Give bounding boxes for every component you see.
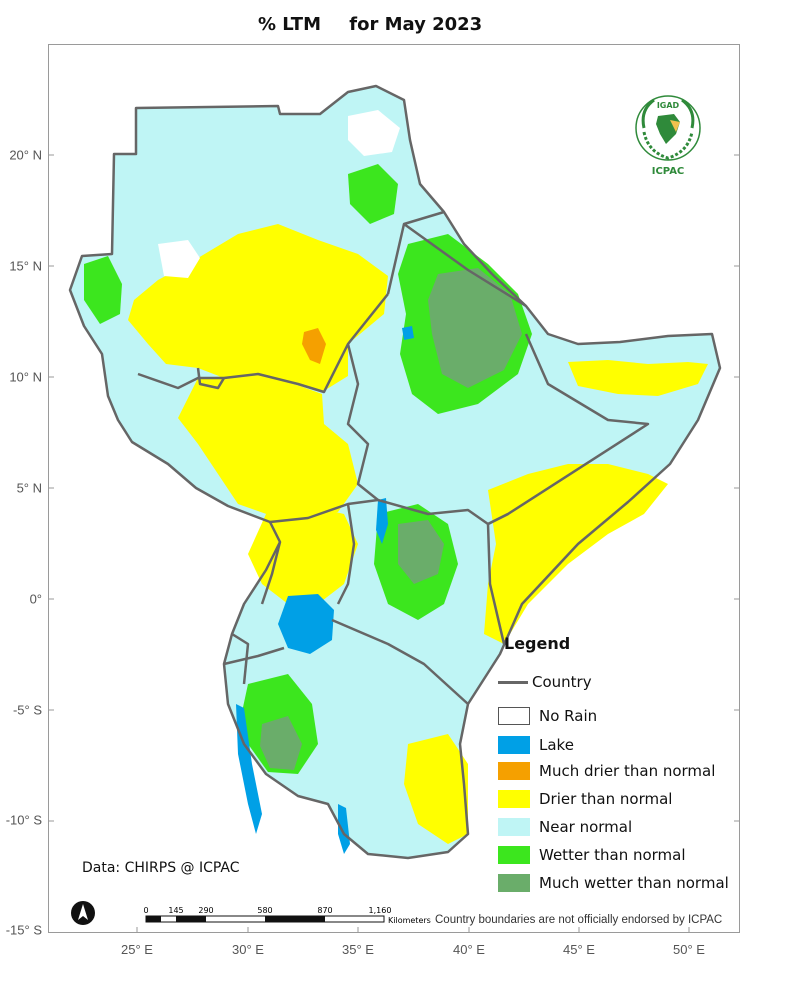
legend-label-wetter: Wetter than normal xyxy=(539,846,686,864)
border-uganda-drc xyxy=(260,541,282,605)
region-outer-border xyxy=(68,84,722,860)
border-sudan-chad-notch xyxy=(196,367,226,390)
legend-item-wetter: Wetter than normal xyxy=(498,844,686,866)
lat-label-20n: 20° N xyxy=(9,147,42,163)
legend-item-country: Country xyxy=(498,671,592,693)
scale-unit: Kilometers xyxy=(388,916,431,925)
lat-label-10s: -10° S xyxy=(5,812,42,828)
legend-swatch-wetter xyxy=(498,846,530,864)
lon-label-30e: 30° E xyxy=(232,942,264,957)
border-south-sudan-ethiopia xyxy=(346,343,379,501)
map-title-period: for May 2023 xyxy=(349,14,483,35)
lat-label-0: 0° xyxy=(29,591,42,607)
graticule-ticks xyxy=(48,154,740,933)
lake-victoria xyxy=(278,594,334,654)
map-title: % LTM for May 2023 xyxy=(0,14,786,35)
lon-label-35e: 35° E xyxy=(342,942,374,957)
legend-item-lake: Lake xyxy=(498,734,574,756)
zone-much-wetter-ethiopia xyxy=(428,268,522,388)
lat-label-15n: 15° N xyxy=(9,258,42,274)
country-borders xyxy=(68,84,722,860)
scale-tick-290: 290 xyxy=(198,906,213,915)
lon-label-50e: 50° E xyxy=(673,942,705,957)
scale-tick-870: 870 xyxy=(317,906,332,915)
border-uganda-south-sudan xyxy=(269,498,379,524)
border-kenya-somalia xyxy=(486,523,506,645)
lat-label-15s: -15° S xyxy=(5,922,42,938)
legend-item-much-wetter: Much wetter than normal xyxy=(498,872,729,894)
legend-item-near-normal: Near normal xyxy=(498,816,632,838)
zone-drier-tanzania-south xyxy=(404,734,468,844)
legend-swatch-much-wetter xyxy=(498,874,530,892)
legend-swatch-lake xyxy=(498,736,530,754)
legend-label-drier: Drier than normal xyxy=(539,790,673,808)
legend-swatch-near-normal xyxy=(498,818,530,836)
zone-drier-south-sudan xyxy=(178,374,358,520)
rainfall-anomaly-map xyxy=(48,84,740,933)
zone-no-rain-northeast xyxy=(348,110,400,156)
legend-swatch-drier xyxy=(498,790,530,808)
legend-label-lake: Lake xyxy=(539,736,574,754)
zone-drier-djibouti-somaliland xyxy=(568,360,708,396)
lon-label-25e: 25° E xyxy=(121,942,153,957)
lon-label-40e: 40° E xyxy=(453,942,485,957)
lat-label-5n: 5° N xyxy=(16,480,42,496)
border-sudan-south-sudan xyxy=(137,293,389,394)
scale-tick-1160: 1,160 xyxy=(369,906,392,915)
legend-item-no-rain: No Rain xyxy=(498,705,597,727)
scale-tick-0: 0 xyxy=(143,906,148,915)
lake-malawi xyxy=(338,804,350,854)
legend-country-line xyxy=(498,680,528,684)
zone-drier-somalia-kenya xyxy=(484,464,668,644)
lat-label-5s: -5° S xyxy=(12,702,42,718)
border-uganda-kenya xyxy=(336,503,356,605)
legend-swatch-much-drier xyxy=(498,762,530,780)
lake-tanganyika xyxy=(236,704,262,834)
map-title-metric: % LTM xyxy=(258,14,321,35)
lat-label-10n: 10° N xyxy=(9,369,42,385)
scale-tick-145: 145 xyxy=(168,906,183,915)
border-tanzania-rwanda-burundi xyxy=(223,646,285,666)
zone-much-drier xyxy=(302,328,326,364)
zone-no-rain-north xyxy=(158,240,200,278)
north-arrow-icon xyxy=(70,900,96,931)
zone-wetter-chad-border xyxy=(84,256,122,324)
lon-label-45e: 45° E xyxy=(563,942,595,957)
logo-top-text: IGAD xyxy=(657,101,680,110)
lake-turkana xyxy=(376,498,388,544)
zone-much-wetter-kenya xyxy=(398,520,444,584)
legend-label-no-rain: No Rain xyxy=(539,707,598,725)
legend-label-much-drier: Much drier than normal xyxy=(539,762,716,780)
scale-tick-580: 580 xyxy=(257,906,272,915)
border-burundi-rwanda xyxy=(231,632,250,685)
boundary-disclaimer: Country boundaries are not officially en… xyxy=(435,914,723,926)
legend-item-much-drier: Much drier than normal xyxy=(498,760,715,782)
logo-bottom-text: ICPAC xyxy=(652,166,685,177)
zone-much-wetter-tanzania xyxy=(260,716,302,770)
lake-tana xyxy=(402,326,414,340)
border-eritrea-ethiopia xyxy=(403,222,527,308)
border-kenya-tanzania xyxy=(331,618,469,705)
legend-label-much-wetter: Much wetter than normal xyxy=(539,874,729,892)
data-source-note: Data: CHIRPS @ ICPAC xyxy=(82,860,240,876)
igad-emblem-icon: IGAD ICPAC xyxy=(630,92,706,178)
legend-item-drier: Drier than normal xyxy=(498,788,672,810)
legend-title: Legend xyxy=(504,634,571,653)
scale-bar: 0 145 290 580 870 1,160 Kilometers xyxy=(140,904,440,933)
legend-label-near-normal: Near normal xyxy=(539,818,633,836)
border-ethiopia-kenya xyxy=(377,498,509,526)
zone-wetter-north-sudan xyxy=(348,164,398,224)
legend-label-country: Country xyxy=(532,673,592,691)
legend-swatch-no-rain xyxy=(498,707,530,725)
